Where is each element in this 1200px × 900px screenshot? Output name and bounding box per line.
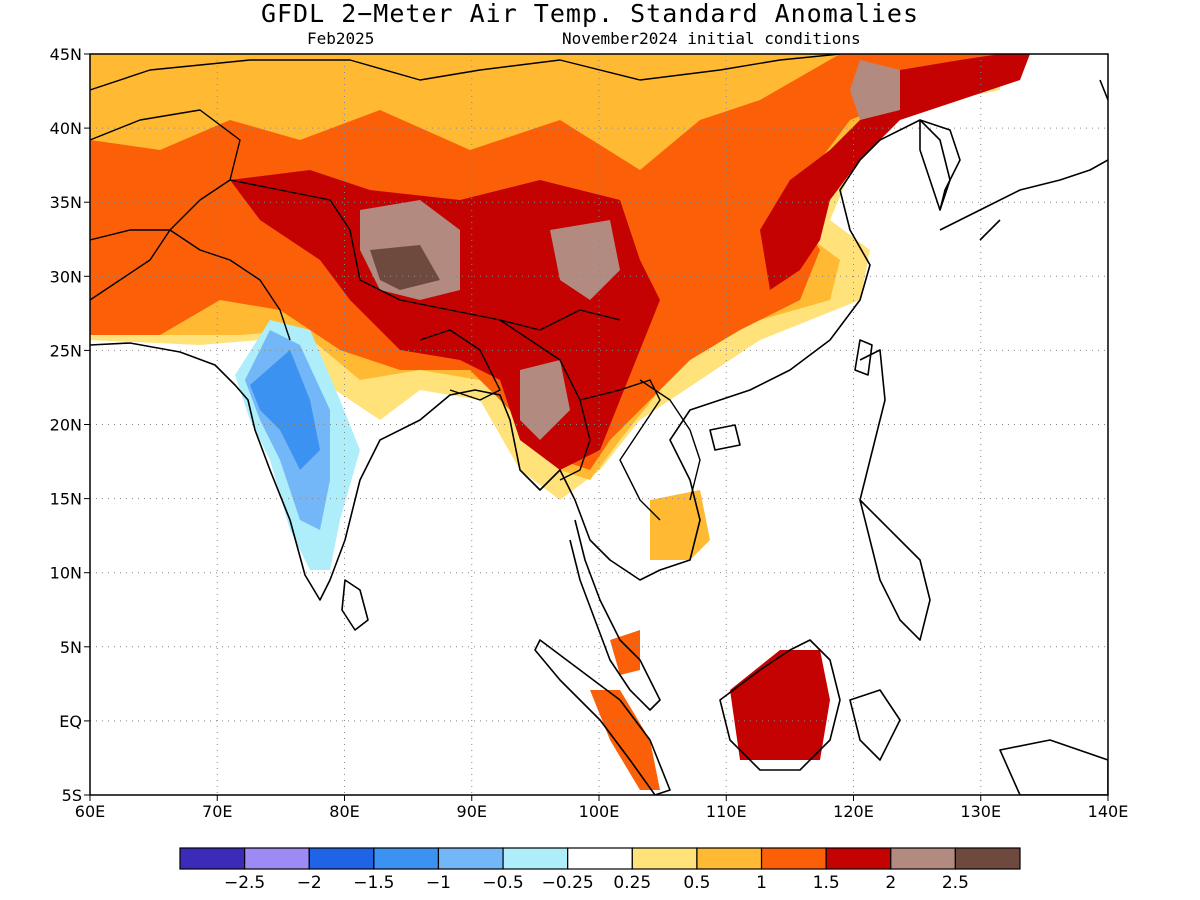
anomaly-shade-3 bbox=[370, 245, 440, 290]
colorbar-swatch bbox=[890, 847, 956, 870]
lon-tick-label: 130E bbox=[960, 802, 1001, 821]
colorbar-label: −0.25 bbox=[542, 873, 594, 893]
colorbar-swatch bbox=[567, 847, 633, 870]
latitude-ticks: 45N 40N 35N 30N 25N 20N 15N 10N 5N EQ 5S bbox=[50, 45, 90, 805]
colorbar-label: 0.25 bbox=[613, 873, 651, 893]
border-china-north bbox=[90, 54, 841, 91]
coastline-hainan bbox=[709, 424, 741, 451]
anomaly-shade-malaysia bbox=[610, 630, 640, 675]
colorbar-swatch bbox=[760, 847, 827, 870]
border-indochina bbox=[579, 379, 661, 521]
border-laos-vietnam bbox=[639, 379, 701, 501]
lat-tick-label: 10N bbox=[50, 564, 82, 583]
lat-tick-label: 5N bbox=[60, 638, 82, 657]
coastline-malay-peninsula bbox=[569, 519, 661, 711]
lat-tick-label: 15N bbox=[50, 490, 82, 509]
colorbar-swatch bbox=[373, 847, 440, 870]
coastlines bbox=[90, 79, 1108, 795]
colorbar-label: −1 bbox=[426, 873, 451, 893]
border-himalaya bbox=[229, 179, 621, 331]
map-title: GFDL 2−Meter Air Temp. Standard Anomalie… bbox=[260, 0, 920, 28]
colorbar-swatch bbox=[437, 847, 504, 870]
lat-tick-label: 40N bbox=[50, 119, 82, 138]
lon-tick-label: 100E bbox=[579, 802, 620, 821]
border-central-asia bbox=[90, 109, 241, 301]
border-bangladesh bbox=[419, 329, 501, 401]
coastline-philippines bbox=[859, 349, 931, 641]
lon-tick-label: 60E bbox=[75, 802, 105, 821]
colorbar-label: 1 bbox=[756, 873, 767, 893]
colorbar-label: 1.5 bbox=[813, 873, 840, 893]
lon-tick-label: 80E bbox=[329, 802, 359, 821]
colorbar-label: −2 bbox=[297, 873, 322, 893]
coastline-sri-lanka bbox=[341, 579, 369, 631]
lat-tick-label: 45N bbox=[50, 45, 82, 64]
coastline-sulawesi bbox=[849, 689, 901, 761]
colorbar-label: −1.5 bbox=[353, 873, 394, 893]
lat-tick-label: 25N bbox=[50, 341, 82, 360]
lon-tick-label: 90E bbox=[457, 802, 487, 821]
colorbar: −2.5 −2 −1.5 −1 −0.5 −0.25 0.25 0.5 1 1.5 2 2.5 bbox=[179, 847, 1021, 893]
colorbar-swatch bbox=[631, 847, 698, 870]
lat-tick-label: EQ bbox=[59, 712, 82, 731]
colorbar-swatch bbox=[502, 847, 569, 870]
colorbar-swatch bbox=[179, 847, 246, 870]
lon-tick-label: 70E bbox=[202, 802, 232, 821]
colorbar-label: −2.5 bbox=[224, 873, 265, 893]
anomaly-shade-borneo bbox=[730, 650, 830, 760]
coastline-korea bbox=[919, 119, 951, 211]
anomaly-shade-neg-1 bbox=[250, 350, 320, 470]
coastline-borneo bbox=[719, 639, 841, 771]
coastline-japan bbox=[939, 79, 1108, 241]
colorbar-swatch bbox=[954, 847, 1021, 870]
lon-tick-label: 120E bbox=[833, 802, 874, 821]
colorbar-swatch bbox=[244, 847, 310, 870]
lon-tick-label: 140E bbox=[1088, 802, 1129, 821]
coastline-south-asia bbox=[90, 119, 961, 601]
coastline-new-guinea bbox=[999, 739, 1108, 795]
lat-tick-label: 20N bbox=[50, 416, 82, 435]
lat-tick-label: 35N bbox=[50, 193, 82, 212]
border-afghanistan bbox=[90, 229, 291, 341]
lon-tick-label: 110E bbox=[706, 802, 747, 821]
anomaly-shade-sumatra bbox=[590, 690, 660, 790]
colorbar-swatch bbox=[308, 847, 375, 870]
lat-tick-label: 30N bbox=[50, 267, 82, 286]
colorbar-label: 2.5 bbox=[942, 873, 969, 893]
coastline-sumatra bbox=[534, 639, 671, 795]
lat-tick-label: 5S bbox=[62, 786, 82, 805]
coastline-taiwan bbox=[854, 339, 873, 376]
colorbar-swatch bbox=[825, 847, 892, 870]
political-borders bbox=[90, 54, 841, 521]
initial-conditions-label: November2024 initial conditions bbox=[562, 29, 861, 48]
longitude-ticks: 60E 70E 80E 90E 100E 110E 120E 130E 140E bbox=[75, 795, 1129, 821]
anomaly-field bbox=[90, 54, 1108, 795]
colorbar-label: 0.5 bbox=[683, 873, 710, 893]
colorbar-label: 2 bbox=[885, 873, 896, 893]
colorbar-swatch bbox=[696, 847, 763, 870]
colorbar-label: −0.5 bbox=[482, 873, 523, 893]
target-month-label: Feb2025 bbox=[307, 29, 375, 48]
